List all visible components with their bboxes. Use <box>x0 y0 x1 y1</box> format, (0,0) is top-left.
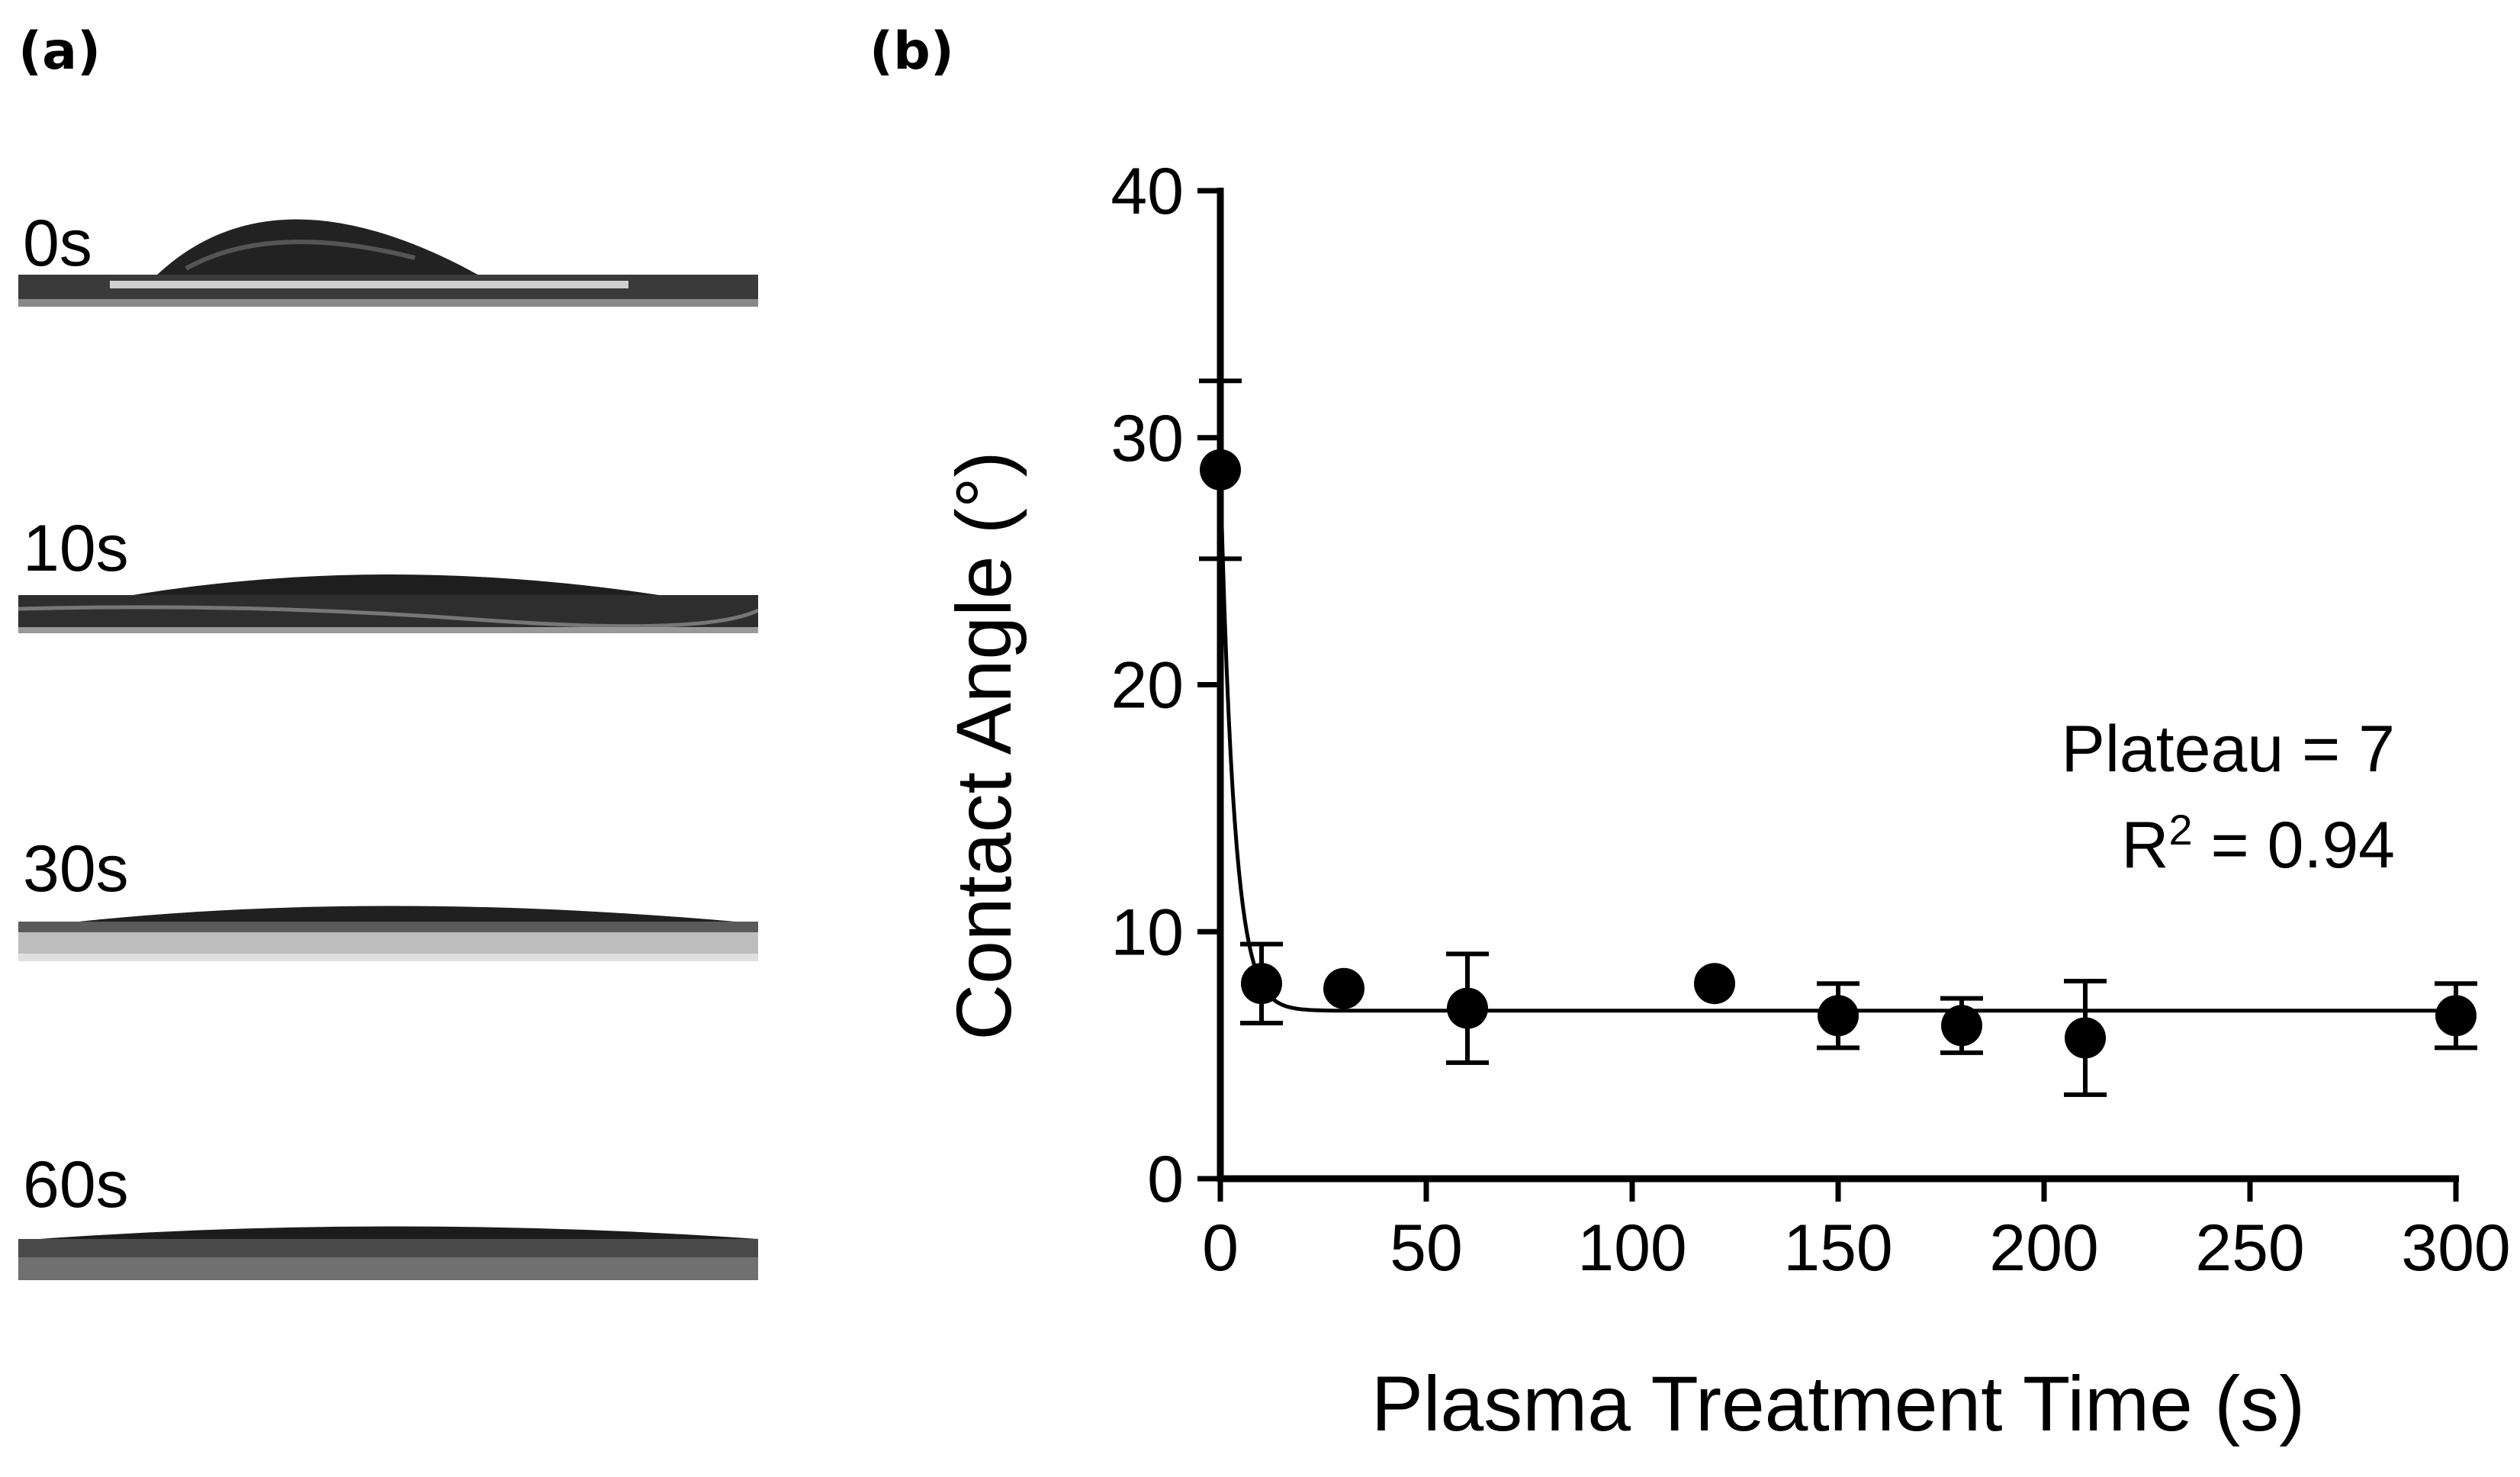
droplet-image-30s: 30s <box>18 809 758 961</box>
panel-label-a: (a) <box>18 21 101 82</box>
droplet-image-0s: 0s <box>18 168 758 320</box>
data-point <box>1241 963 1282 1005</box>
x-tick-label: 250 <box>2195 1212 2305 1285</box>
data-point <box>2435 995 2477 1037</box>
droplet-image-10s: 10s <box>18 488 758 641</box>
droplet-photo <box>18 219 758 307</box>
x-tick-label: 100 <box>1577 1212 1687 1285</box>
panel-label-b: (b) <box>869 21 954 82</box>
droplet-photo <box>18 906 758 961</box>
data-point <box>1694 963 1735 1005</box>
x-tick-label: 50 <box>1390 1212 1463 1285</box>
x-tick-label: 300 <box>2401 1212 2511 1285</box>
droplet-label: 30s <box>23 832 129 906</box>
contact-angle-chart: 0 50 100 150 200 250 300 0 10 20 30 40 Plasma Treat… <box>940 155 2511 1447</box>
y-tick-label: 20 <box>1111 649 1184 722</box>
data-point <box>1447 987 1488 1029</box>
x-axis-label: Plasma Treatment Time (s) <box>1371 1360 2305 1447</box>
data-point <box>1818 995 1859 1037</box>
droplet-photo <box>18 1226 758 1280</box>
y-tick-label: 10 <box>1111 896 1184 969</box>
y-axis-label: Contact Angle (°) <box>940 451 1027 1040</box>
r-squared-annotation: R2 = 0.94 <box>2121 806 2395 882</box>
droplet-label: 0s <box>23 207 92 280</box>
y-tick-label: 0 <box>1147 1143 1184 1216</box>
y-tick-label: 40 <box>1111 155 1184 228</box>
droplet-photo <box>18 574 758 633</box>
droplet-label: 60s <box>23 1148 129 1221</box>
x-tick-label: 0 <box>1202 1212 1239 1285</box>
droplet-image-60s: 60s <box>18 1129 758 1282</box>
plateau-annotation: Plateau = 7 <box>2061 713 2395 786</box>
x-tick-label: 150 <box>1783 1212 1893 1285</box>
droplet-label: 10s <box>23 512 129 585</box>
y-tick-label: 30 <box>1111 402 1184 475</box>
data-point <box>2065 1017 2106 1059</box>
x-tick-label: 200 <box>1989 1212 2099 1285</box>
data-point <box>1941 1005 1982 1047</box>
data-point <box>1323 967 1364 1009</box>
